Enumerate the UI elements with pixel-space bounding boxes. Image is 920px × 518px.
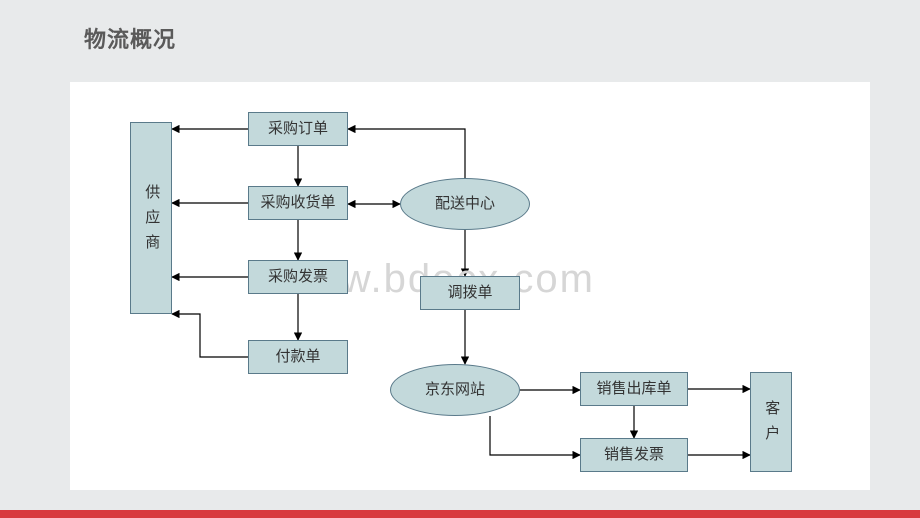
edge-pay-supplier [172,314,248,357]
page-title: 物流概况 [84,22,176,54]
node-supplier: 供应商 [130,122,172,314]
node-deliv: 销售出库单 [580,372,688,406]
node-transfer: 调拨单 [420,276,520,310]
node-jd: 京东网站 [390,364,520,416]
edge-jd-sinv [490,416,580,455]
node-sinv: 销售发票 [580,438,688,472]
node-pay: 付款单 [248,340,348,374]
node-grn: 采购收货单 [248,186,348,220]
diagram-canvas: www.bdocx.com 供应商采购订单采购收货单采购发票付款单配送中心调拨单… [70,82,870,490]
edge-dc-po [348,129,465,178]
node-po: 采购订单 [248,112,348,146]
slide: 物流概况 www.bdocx.com 供应商采购订单采购收货单采购发票付款单配送… [0,0,920,518]
node-dc: 配送中心 [400,178,530,230]
node-cust: 客户 [750,372,792,472]
node-pinv: 采购发票 [248,260,348,294]
footer-bar [0,510,920,518]
